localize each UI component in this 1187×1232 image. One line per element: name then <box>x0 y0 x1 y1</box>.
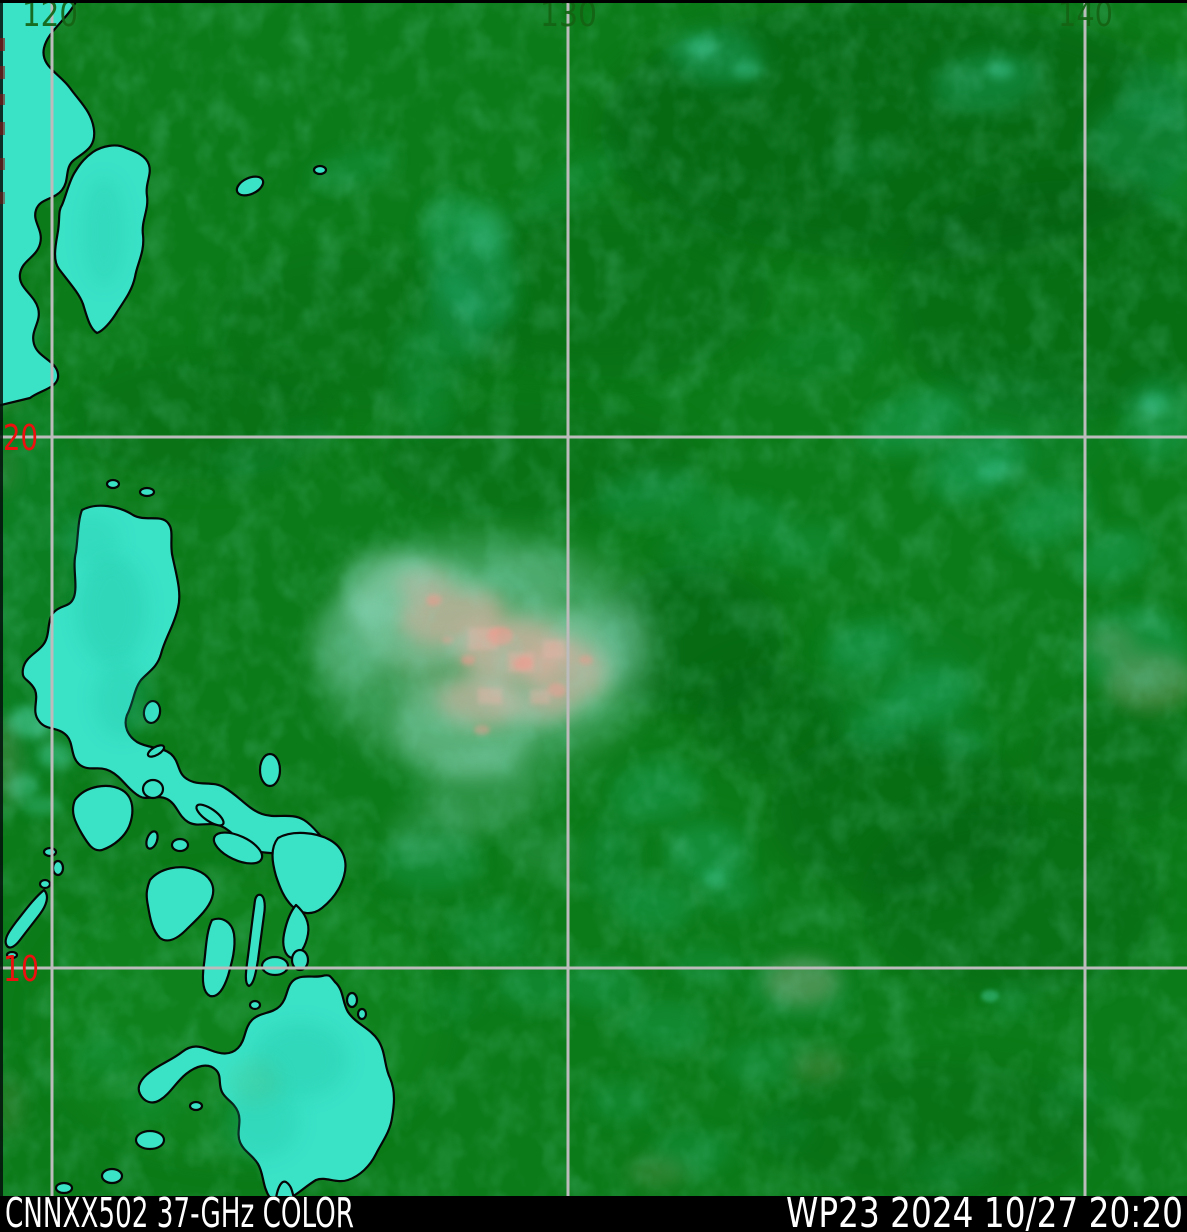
islet <box>100 1167 124 1185</box>
landmass-bohol <box>260 955 290 977</box>
landmass-palawan <box>4 888 49 949</box>
lat-label-20: 20 <box>3 418 38 459</box>
islet <box>356 1007 368 1021</box>
islet-marinduque <box>141 778 165 800</box>
storm-datetime-label: WP23 2024 10/27 20:20 <box>786 1189 1183 1232</box>
lon-label-140: 140 <box>1058 0 1113 35</box>
land-texture <box>60 177 348 1158</box>
islet <box>105 478 121 490</box>
landmass-cebu <box>244 893 266 988</box>
islet <box>42 846 58 858</box>
islet-catanduanes <box>258 752 282 788</box>
islet-sulu <box>274 1180 296 1200</box>
islet <box>51 859 65 877</box>
graticule-labels: 120 130 140 20 10 <box>3 0 1113 990</box>
lon-label-120: 120 <box>22 0 78 35</box>
islet <box>146 744 166 758</box>
graticule <box>0 3 1187 1196</box>
islet <box>5 950 19 960</box>
islet <box>312 164 328 176</box>
islet <box>345 991 359 1009</box>
china-coastline <box>0 0 96 407</box>
islet-burias <box>195 803 225 827</box>
islet <box>145 830 159 850</box>
lat-label-10: 10 <box>3 949 39 990</box>
islet <box>290 948 310 972</box>
landmass-samar <box>271 831 347 915</box>
islet <box>54 1181 74 1195</box>
islet <box>170 837 190 853</box>
islet <box>38 878 52 890</box>
edge-artifacts <box>0 0 1187 1196</box>
landmass-negros <box>201 917 236 998</box>
landmass-mindoro <box>71 784 134 852</box>
landmass-masbate <box>212 831 264 865</box>
islet-batan <box>235 175 265 197</box>
lon-label-130: 130 <box>540 0 597 35</box>
footer-bar: CNNXX502 37-GHz COLOR WP23 2024 10/27 20… <box>0 1189 1187 1232</box>
texture-overlay <box>0 0 1187 1196</box>
product-label: CNNXX502 37-GHz COLOR <box>5 1189 354 1232</box>
islet <box>138 486 156 498</box>
islet-basilan <box>134 1129 166 1151</box>
footer-background <box>0 1196 1187 1232</box>
landmass-panay <box>145 866 215 942</box>
islet <box>188 1100 204 1112</box>
islet-camiguin <box>248 999 262 1011</box>
